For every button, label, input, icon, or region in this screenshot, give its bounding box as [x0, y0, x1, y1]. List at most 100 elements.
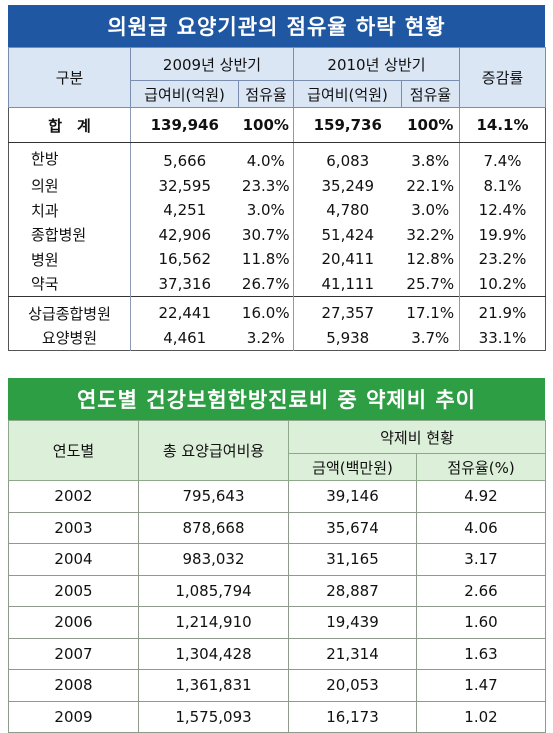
- header-row-2: 급여비(억원) 점유율 급여비(억원) 점유율: [8, 80, 546, 108]
- table-row: 종합병원 42,906 30.7% 51,424 32.2% 19.9%: [8, 222, 546, 247]
- share-2010: 12.8%: [406, 250, 455, 269]
- drug-amount: 16,173: [288, 700, 417, 733]
- share-2009: 30.7%: [241, 225, 290, 244]
- total-row: 합 계 139,946 100% 159,736 100% 14.1%: [8, 107, 546, 143]
- drug-share: 1.63: [416, 637, 546, 670]
- amount-2009: 22,441: [130, 296, 239, 326]
- year: 2008: [8, 669, 139, 702]
- header-amount-2010: 급여비(억원): [293, 80, 402, 108]
- total-cost: 878,668: [138, 511, 289, 544]
- year: 2006: [8, 606, 139, 639]
- drug-amount: 28,887: [288, 574, 417, 607]
- drug-share: 1.47: [416, 669, 546, 702]
- total-share-2009: 100%: [238, 107, 294, 143]
- table-row: 약국 37,316 26.7% 41,111 25.7% 10.2%: [8, 271, 546, 297]
- table-row: 2009 1,575,093 16,173 1.02: [8, 700, 546, 733]
- amount-2010: 51,424: [293, 222, 402, 247]
- row-label: 한방: [8, 142, 131, 174]
- table-row: 2006 1,214,910 19,439 1.60: [8, 606, 546, 639]
- row-label: 종합병원: [8, 222, 131, 247]
- table-row: 2007 1,304,428 21,314 1.63: [8, 637, 546, 670]
- drug-share: 4.92: [416, 480, 546, 513]
- amount-2009: 4,251: [163, 201, 207, 220]
- drug-amount: 21,314: [288, 637, 417, 670]
- total-change: 14.1%: [459, 107, 546, 143]
- header-share: 점유율(%): [416, 453, 546, 481]
- total-cost: 1,085,794: [138, 574, 289, 607]
- table-row: 요양병원 4,461 3.2% 5,938 3.7% 33.1%: [8, 325, 546, 351]
- share-2010: 3.8%: [411, 152, 450, 171]
- total-cost: 1,575,093: [138, 700, 289, 733]
- table-row: 2008 1,361,831 20,053 1.47: [8, 669, 546, 702]
- header-change-rate: 증감률: [459, 47, 546, 108]
- table-row: 2004 983,032 31,165 3.17: [8, 543, 546, 576]
- header-period-2010: 2010년 상반기: [293, 47, 460, 81]
- share-2010: 3.0%: [411, 201, 450, 220]
- drug-share: 1.60: [416, 606, 546, 639]
- change-rate: 8.1%: [459, 173, 546, 198]
- row-label: 요양병원: [8, 325, 131, 351]
- table-row: 의원 32,595 23.3% 35,249 22.1% 8.1%: [8, 173, 546, 198]
- change-rate: 19.9%: [459, 222, 546, 247]
- drug-share: 1.02: [416, 700, 546, 733]
- header-amount: 금액(백만원): [288, 453, 417, 481]
- header-year: 연도별: [8, 420, 139, 481]
- header-amount-2009: 급여비(억원): [130, 80, 239, 108]
- share-2009: 3.2%: [246, 328, 285, 347]
- amount-2010: 35,249: [293, 173, 402, 198]
- amount-2010: 4,780: [293, 198, 402, 223]
- table-row: 상급종합병원 22,441 16.0% 27,357 17.1% 21.9%: [8, 296, 546, 326]
- amount-2010: 27,357: [293, 296, 402, 326]
- header-drug-status: 약제비 현황: [288, 420, 546, 454]
- table-row: 병원 16,562 11.8% 20,411 12.8% 23.2%: [8, 247, 546, 272]
- drug-share: 2.66: [416, 574, 546, 607]
- row-label: 의원: [8, 173, 131, 198]
- table-row: 2005 1,085,794 28,887 2.66: [8, 574, 546, 607]
- drug-cost-table: 연도별 총 요양급여비용 약제비 현황 금액(백만원) 점유율(%) 2002 …: [8, 420, 546, 733]
- share-2009: 23.3%: [241, 176, 290, 195]
- year: 2003: [8, 511, 139, 544]
- amount-2010: 5,938: [293, 325, 402, 351]
- change-rate: 23.2%: [459, 247, 546, 272]
- row-label: 치과: [8, 198, 131, 223]
- amount-2010: 20,411: [293, 247, 402, 272]
- share-2009: 3.0%: [246, 201, 285, 220]
- header-total-cost: 총 요양급여비용: [138, 420, 289, 481]
- drug-amount: 35,674: [288, 511, 417, 544]
- market-share-table: 구분 2009년 상반기 2010년 상반기 증감률 급여비(억원) 점유율 급…: [8, 47, 546, 351]
- year: 2007: [8, 637, 139, 670]
- share-2010: 17.1%: [401, 296, 460, 326]
- drug-cost-title: 연도별 건강보험한방진료비 중 약제비 추이: [8, 378, 545, 420]
- total-cost: 1,304,428: [138, 637, 289, 670]
- change-rate: 21.9%: [459, 296, 546, 326]
- total-cost: 1,214,910: [138, 606, 289, 639]
- total-cost: 1,361,831: [138, 669, 289, 702]
- total-share-2010: 100%: [401, 107, 460, 143]
- header-share-2010: 점유율: [401, 80, 460, 108]
- change-rate: 7.4%: [459, 142, 546, 174]
- change-rate: 10.2%: [459, 271, 546, 297]
- drug-share: 4.06: [416, 511, 546, 544]
- change-rate: 33.1%: [459, 325, 546, 351]
- market-share-title: 의원급 요양기관의 점유율 하락 현황: [8, 5, 545, 47]
- drug-amount: 19,439: [288, 606, 417, 639]
- amount-2009: 37,316: [158, 274, 212, 293]
- amount-2009: 32,595: [158, 176, 212, 195]
- amount-2009: 5,666: [163, 152, 207, 171]
- total-amount-2009: 139,946: [130, 107, 239, 143]
- total-cost: 795,643: [138, 480, 289, 513]
- header-share-2009: 점유율: [238, 80, 294, 108]
- amount-2009: 16,562: [158, 250, 212, 269]
- share-2009: 11.8%: [241, 250, 290, 269]
- share-2009: 26.7%: [241, 274, 290, 293]
- share-2010: 32.2%: [406, 225, 455, 244]
- amount-2009: 4,461: [163, 328, 207, 347]
- share-2009: 4.0%: [246, 152, 285, 171]
- drug-cost-panel: 연도별 건강보험한방진료비 중 약제비 추이 연도별 총 요양급여비용 약제비 …: [8, 378, 546, 733]
- total-cost: 983,032: [138, 543, 289, 576]
- change-rate: 12.4%: [459, 198, 546, 223]
- table-row: 2002 795,643 39,146 4.92: [8, 480, 546, 513]
- drug-share: 3.17: [416, 543, 546, 576]
- share-2010: 3.7%: [411, 328, 450, 347]
- row-label: 병원: [8, 247, 131, 272]
